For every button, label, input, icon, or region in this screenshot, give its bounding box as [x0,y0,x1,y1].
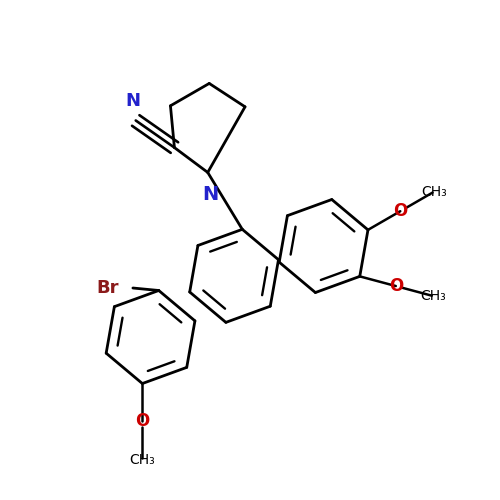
Text: O: O [135,412,150,430]
Text: CH₃: CH₃ [420,289,446,303]
Text: N: N [126,92,140,110]
Text: Br: Br [96,279,119,297]
Text: CH₃: CH₃ [421,185,446,199]
Text: N: N [202,185,218,204]
Text: O: O [388,277,403,295]
Text: O: O [393,202,407,220]
Text: CH₃: CH₃ [130,452,155,466]
